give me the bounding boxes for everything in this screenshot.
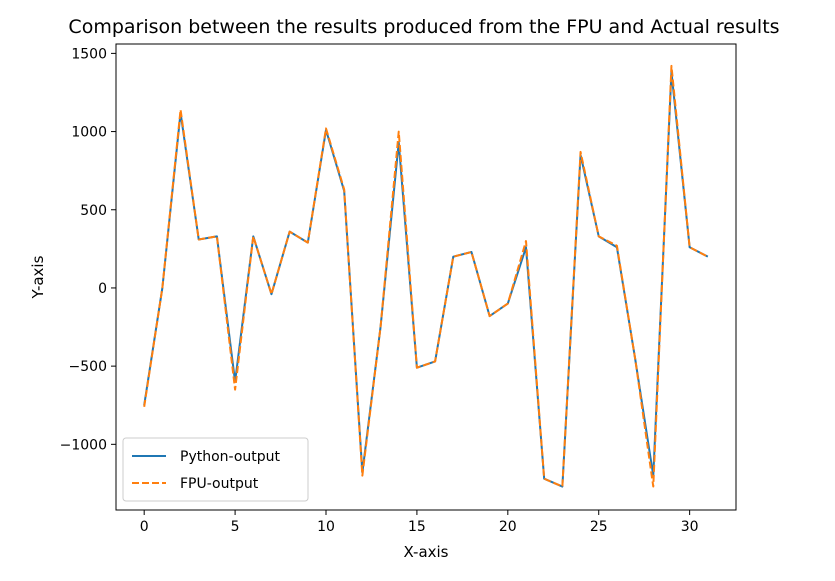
y-axis-ticks: −1000 −500 0 500 1000 1500	[60, 46, 116, 453]
y-tick-label: 500	[80, 203, 107, 219]
y-axis-label: Y-axis	[29, 255, 47, 299]
x-tick-label: 15	[408, 519, 426, 535]
x-tick-label: 25	[590, 519, 608, 535]
y-tick-label: 1500	[71, 46, 107, 62]
x-tick-label: 0	[140, 519, 149, 535]
legend-label-fpu-output: FPU-output	[180, 476, 259, 492]
series-line-fpu-output	[143, 64, 709, 488]
legend-label-python-output: Python-output	[180, 449, 281, 465]
x-axis-ticks: 0 5 10 15 20 25 30	[140, 510, 699, 535]
chart-title: Comparison between the results produced …	[68, 16, 779, 38]
x-tick-label: 5	[231, 519, 240, 535]
series-layer	[143, 64, 709, 488]
x-axis-label: X-axis	[404, 543, 449, 561]
y-tick-label: −1000	[60, 437, 107, 453]
legend-box	[122, 437, 309, 502]
y-tick-label: 0	[98, 281, 107, 297]
y-tick-label: −500	[69, 359, 107, 375]
plot-area	[115, 43, 737, 511]
x-tick-label: 20	[499, 519, 517, 535]
x-tick-label: 10	[317, 519, 335, 535]
x-tick-label: 30	[681, 519, 699, 535]
y-tick-label: 1000	[71, 125, 107, 141]
legend: Python-output FPU-output	[122, 437, 309, 502]
